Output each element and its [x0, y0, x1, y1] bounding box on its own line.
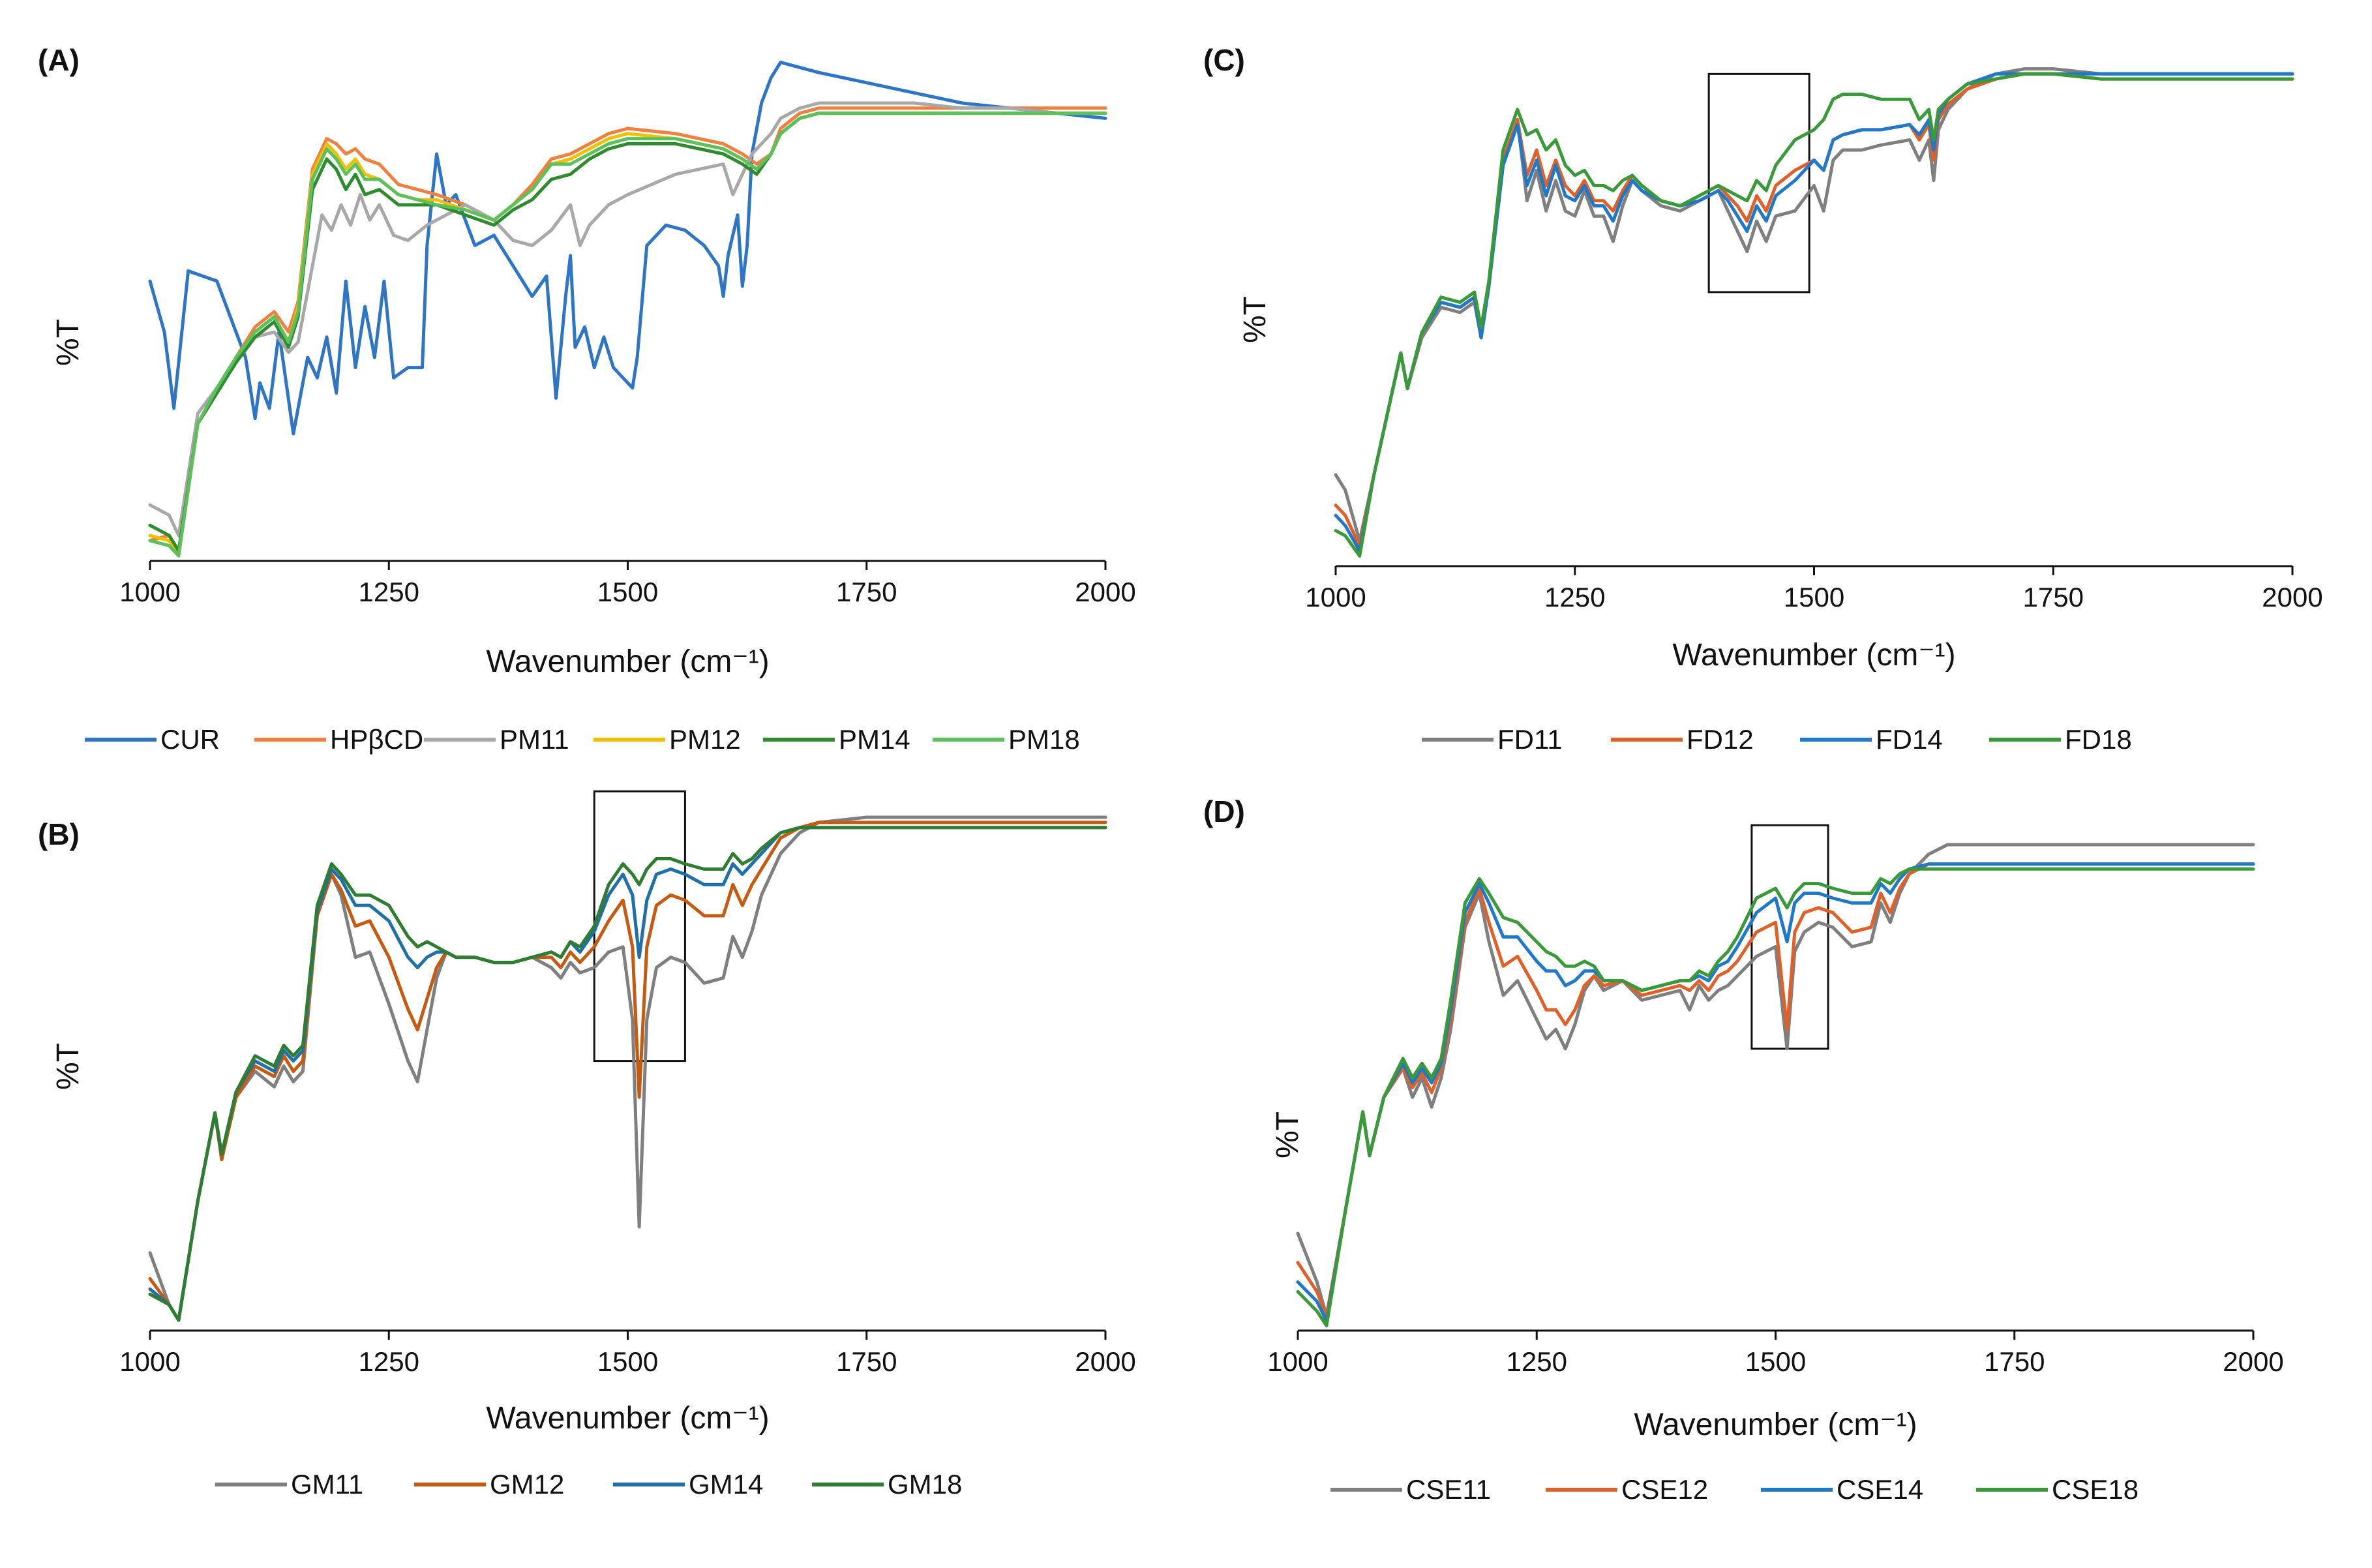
legend-label: FD12: [1687, 724, 1754, 755]
y-axis-label: %T: [1238, 296, 1272, 343]
x-tick-label: 1750: [836, 577, 897, 607]
legend-label: CUR: [160, 724, 220, 755]
legend-label: GM11: [291, 1469, 363, 1500]
x-tick-label: 1000: [119, 577, 180, 607]
panel-letter: (C): [1203, 43, 1245, 77]
x-tick-label: 1500: [1784, 582, 1844, 612]
panel-letter: (D): [1203, 794, 1245, 828]
panel-letter: (B): [38, 817, 80, 851]
x-tick-label: 1250: [1507, 1346, 1567, 1377]
panel-3: (C) %T 1000 1250 1500 1750 2000 Wavenumber (cm⁻…: [1203, 43, 2323, 755]
panel-2: (B) %T 1000 1250 1500 1750 2000 Wavenumber (cm⁻…: [38, 790, 1136, 1500]
x-axis-label: Wavenumber (cm⁻¹): [1672, 638, 1955, 672]
y-axis-label: %T: [51, 319, 85, 366]
series-line-cse18: [1296, 867, 2255, 1327]
legend-label: FD18: [2065, 724, 2132, 755]
x-axis-label: Wavenumber (cm⁻¹): [1634, 1408, 1917, 1442]
x-tick-label: 1250: [1544, 582, 1605, 612]
x-tick-label: 1750: [836, 1346, 897, 1377]
x-axis-label: Wavenumber (cm⁻¹): [486, 644, 769, 679]
legend-label: PM12: [669, 724, 741, 755]
x-tick-label: 1750: [2023, 582, 2084, 612]
x-tick-label: 1500: [1745, 1346, 1806, 1377]
highlight-box: [1707, 72, 1810, 294]
legend-label: FD11: [1497, 724, 1563, 755]
legend-label: CSE18: [2052, 1474, 2139, 1505]
legend-label: PM18: [1008, 724, 1080, 755]
series-line-gm14: [148, 826, 1107, 1322]
series-line-gm12: [148, 821, 1107, 1322]
x-tick-label: 1000: [119, 1346, 180, 1377]
legend-label: PM14: [839, 724, 910, 755]
series-line-fd11: [1334, 67, 2294, 543]
x-tick-label: 1000: [1267, 1346, 1328, 1377]
x-tick-label: 1250: [359, 1346, 419, 1377]
series-line-cse11: [1296, 843, 2255, 1318]
y-axis-label: %T: [1270, 1111, 1305, 1158]
x-tick-label: 2000: [1075, 1346, 1135, 1377]
x-tick-label: 2000: [2223, 1346, 2283, 1377]
y-axis-label: %T: [51, 1043, 85, 1090]
panel-letter: (A): [38, 43, 80, 77]
x-tick-label: 1250: [359, 577, 419, 607]
series-line-pm18: [148, 112, 1107, 558]
legend-label: PM11: [500, 724, 569, 755]
legend-label: GM18: [888, 1469, 962, 1500]
legend-label: GM12: [490, 1469, 564, 1500]
panel-4: (D) %T 1000 1250 1500 1750 2000 Wavenumber (cm⁻…: [1203, 794, 2284, 1505]
legend-label: HPβCD: [330, 724, 423, 755]
series-line-gm11: [148, 815, 1107, 1322]
x-tick-label: 1750: [1984, 1346, 2045, 1377]
series-line-cur: [148, 61, 1107, 436]
panel-1: (A) %T 1000 1250 1500 1750 2000 Wavenumber (cm⁻…: [38, 43, 1136, 755]
x-tick-label: 2000: [2262, 582, 2322, 612]
x-tick-label: 1500: [597, 577, 658, 607]
legend-label: CSE11: [1406, 1474, 1491, 1505]
x-axis-label: Wavenumber (cm⁻¹): [486, 1401, 769, 1436]
series-line-gm18: [148, 826, 1107, 1322]
legend-label: FD14: [1876, 724, 1943, 755]
x-tick-label: 2000: [1075, 577, 1135, 607]
x-tick-label: 1000: [1305, 582, 1366, 612]
legend-label: CSE12: [1621, 1474, 1708, 1505]
highlight-box: [593, 790, 686, 1063]
series-line-cse12: [1296, 862, 2255, 1318]
legend-label: CSE14: [1837, 1474, 1923, 1505]
series-line-fd18: [1334, 72, 2294, 558]
legend-label: GM14: [689, 1469, 763, 1500]
x-tick-label: 1500: [597, 1346, 658, 1377]
